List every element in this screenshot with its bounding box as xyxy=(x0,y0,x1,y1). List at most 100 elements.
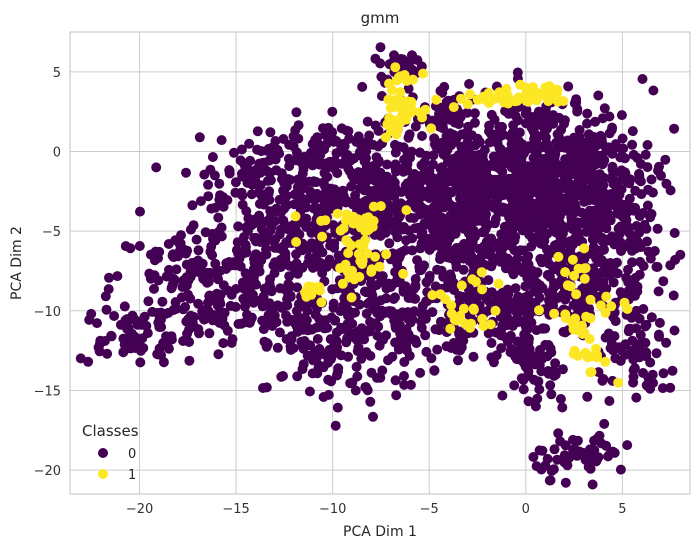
point-class-0 xyxy=(157,296,168,307)
point-class-0 xyxy=(277,174,287,185)
point-class-1 xyxy=(387,85,397,96)
point-class-1 xyxy=(342,236,353,247)
point-class-1 xyxy=(579,243,590,254)
point-class-0 xyxy=(232,237,243,248)
point-class-0 xyxy=(654,161,664,172)
point-class-0 xyxy=(193,298,204,309)
point-class-0 xyxy=(274,327,285,338)
point-class-0 xyxy=(395,334,406,345)
point-class-1 xyxy=(401,205,412,216)
point-class-0 xyxy=(468,225,479,236)
point-class-0 xyxy=(163,335,174,346)
plot-frame xyxy=(69,31,691,495)
point-class-0 xyxy=(240,161,251,172)
point-class-0 xyxy=(628,149,639,160)
point-class-0 xyxy=(511,172,522,183)
point-class-0 xyxy=(495,251,506,262)
point-class-0 xyxy=(188,220,199,231)
point-class-0 xyxy=(486,109,497,120)
point-class-0 xyxy=(479,227,490,238)
point-class-1 xyxy=(600,356,611,367)
point-class-0 xyxy=(255,251,266,262)
point-class-1 xyxy=(515,79,526,90)
point-class-0 xyxy=(366,367,377,378)
point-class-0 xyxy=(512,253,523,264)
point-class-0 xyxy=(391,390,402,401)
point-class-0 xyxy=(525,208,536,219)
point-class-0 xyxy=(181,272,192,283)
point-class-0 xyxy=(434,103,445,114)
point-class-0 xyxy=(252,126,263,137)
point-class-0 xyxy=(507,199,518,210)
point-class-0 xyxy=(497,202,508,213)
point-class-0 xyxy=(354,299,365,310)
point-class-0 xyxy=(298,343,309,354)
x-tick-label: 5 xyxy=(618,502,626,517)
point-class-0 xyxy=(543,340,554,350)
point-class-0 xyxy=(163,343,174,354)
point-class-0 xyxy=(627,139,638,150)
point-class-0 xyxy=(308,176,319,187)
point-class-0 xyxy=(181,280,192,291)
point-class-0 xyxy=(538,213,549,224)
point-class-1 xyxy=(560,267,571,278)
point-class-0 xyxy=(467,213,478,223)
point-class-0 xyxy=(389,191,400,202)
point-class-0 xyxy=(605,215,616,226)
point-class-0 xyxy=(665,382,676,393)
point-class-0 xyxy=(533,376,543,387)
point-class-0 xyxy=(534,445,545,456)
point-class-1 xyxy=(392,124,403,134)
point-class-0 xyxy=(656,170,666,181)
point-class-0 xyxy=(390,147,401,158)
point-class-0 xyxy=(570,135,581,146)
point-class-0 xyxy=(392,232,403,243)
point-class-0 xyxy=(582,108,593,119)
point-class-0 xyxy=(628,274,639,285)
point-class-0 xyxy=(415,209,426,220)
point-class-1 xyxy=(467,274,478,285)
point-class-0 xyxy=(608,345,619,356)
point-class-0 xyxy=(616,110,627,121)
point-class-0 xyxy=(599,155,610,166)
point-class-0 xyxy=(164,264,174,275)
point-class-0 xyxy=(516,204,527,215)
point-class-1 xyxy=(544,94,555,105)
point-class-0 xyxy=(437,87,448,98)
point-class-0 xyxy=(507,127,518,138)
point-class-0 xyxy=(636,338,646,349)
point-class-0 xyxy=(651,348,662,359)
point-class-0 xyxy=(223,285,234,296)
point-class-1 xyxy=(445,323,456,334)
point-class-0 xyxy=(639,219,650,230)
point-class-1 xyxy=(374,261,385,272)
point-class-0 xyxy=(563,81,574,92)
y-axis-label: PCA Dim 2 xyxy=(9,226,25,300)
point-class-0 xyxy=(292,371,303,382)
legend-label-0: 0 xyxy=(128,447,136,462)
point-class-0 xyxy=(201,276,212,287)
point-class-0 xyxy=(225,300,236,311)
point-class-0 xyxy=(462,160,472,171)
point-class-0 xyxy=(169,304,180,315)
point-class-0 xyxy=(544,271,555,282)
point-class-1 xyxy=(549,308,560,319)
point-class-0 xyxy=(297,183,308,194)
point-class-0 xyxy=(512,67,523,78)
point-class-0 xyxy=(537,168,548,179)
point-class-0 xyxy=(375,230,386,241)
point-class-0 xyxy=(471,168,482,179)
point-class-0 xyxy=(219,307,230,318)
point-class-0 xyxy=(244,138,255,149)
point-class-0 xyxy=(210,235,221,246)
point-class-1 xyxy=(354,271,365,282)
point-class-0 xyxy=(587,158,598,169)
point-class-0 xyxy=(504,212,515,223)
point-class-0 xyxy=(328,241,339,252)
point-class-1 xyxy=(465,89,475,100)
point-class-0 xyxy=(143,296,154,307)
point-class-0 xyxy=(483,328,494,339)
point-class-0 xyxy=(569,207,580,218)
point-class-0 xyxy=(368,303,379,314)
point-class-0 xyxy=(345,378,356,389)
